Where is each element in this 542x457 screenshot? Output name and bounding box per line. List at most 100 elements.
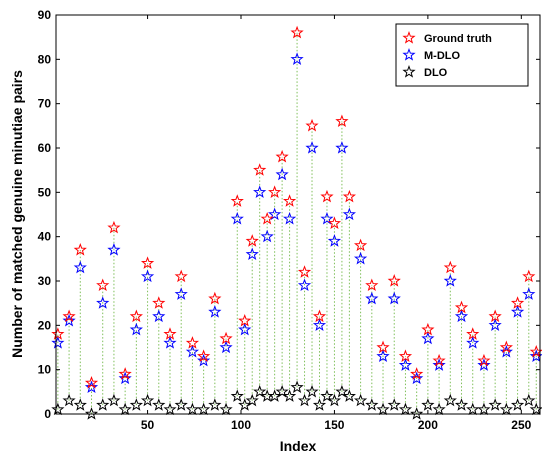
data-point — [477, 353, 491, 367]
y-tick-label: 10 — [38, 363, 52, 377]
x-tick-label: 250 — [511, 418, 531, 432]
y-tick-label: 30 — [38, 274, 52, 288]
series-dlo — [51, 380, 542, 420]
data-point — [454, 300, 469, 314]
data-point — [260, 211, 274, 225]
data-point — [163, 402, 177, 416]
data-point — [62, 393, 76, 407]
data-point — [245, 247, 259, 261]
data-point — [510, 305, 525, 318]
data-point — [282, 211, 297, 225]
data-point — [73, 243, 87, 256]
data-point — [174, 398, 188, 411]
data-point — [107, 220, 121, 234]
data-point — [140, 256, 155, 269]
data-point — [387, 274, 401, 287]
data-point — [297, 393, 312, 407]
data-point — [129, 322, 143, 336]
data-point — [522, 287, 536, 300]
data-point — [327, 393, 342, 407]
data-point — [488, 318, 502, 331]
data-point — [522, 393, 536, 407]
data-point — [260, 229, 274, 243]
y-axis-label: Number of matched genuine minutiae pairs — [9, 70, 25, 358]
data-point — [354, 238, 368, 252]
data-point — [253, 185, 267, 198]
data-point — [219, 331, 233, 345]
data-point — [238, 322, 252, 336]
data-point — [432, 358, 446, 371]
data-point — [219, 340, 233, 354]
data-point — [443, 260, 457, 274]
data-point — [174, 269, 188, 283]
legend-label: Ground truth — [424, 33, 492, 45]
data-point — [275, 167, 289, 181]
data-point — [230, 389, 244, 402]
data-point — [238, 398, 252, 411]
data-point — [327, 216, 342, 229]
x-axis-ticks: 50 100 150 200 250 — [141, 15, 532, 432]
data-point — [208, 398, 222, 411]
data-point — [421, 398, 435, 411]
data-point — [421, 322, 435, 336]
data-point — [282, 389, 297, 402]
data-point — [84, 380, 99, 394]
data-point — [275, 384, 289, 398]
x-tick-label: 150 — [324, 418, 344, 432]
data-point — [51, 402, 65, 416]
data-point — [297, 278, 312, 292]
data-point — [140, 269, 155, 283]
data-point — [499, 340, 513, 354]
data-point — [290, 25, 304, 39]
legend-marker — [402, 31, 416, 44]
data-point — [443, 393, 457, 407]
data-point — [230, 211, 244, 225]
data-point — [282, 194, 297, 207]
data-point — [365, 278, 379, 292]
legend-label: DLO — [424, 67, 448, 79]
data-point — [208, 291, 222, 305]
data-point — [230, 194, 244, 207]
data-point — [466, 336, 480, 349]
data-point — [488, 309, 502, 323]
data-point — [208, 305, 222, 318]
data-point — [140, 393, 155, 407]
data-point — [312, 309, 327, 323]
x-axis-label: Index — [280, 438, 317, 454]
data-point — [107, 243, 121, 256]
series-ground-truth — [51, 25, 542, 389]
data-point — [152, 398, 166, 411]
data-point — [107, 393, 121, 407]
data-point — [421, 331, 435, 345]
data-point — [376, 349, 390, 362]
data-point — [398, 358, 413, 371]
data-point — [163, 327, 177, 340]
y-tick-label: 40 — [38, 230, 52, 244]
data-point — [522, 269, 536, 283]
y-tick-label: 70 — [38, 97, 52, 111]
data-point — [118, 402, 132, 416]
data-point — [335, 141, 349, 154]
y-tick-label: 0 — [44, 407, 51, 421]
data-point — [73, 398, 87, 411]
data-point — [432, 353, 446, 367]
data-point — [354, 393, 368, 407]
data-point — [185, 402, 200, 416]
data-point — [268, 389, 282, 402]
data-point — [454, 398, 469, 411]
legend: Ground truth M-DLO DLO — [395, 23, 529, 87]
data-point — [197, 402, 211, 416]
data-point — [499, 402, 513, 416]
data-point — [118, 371, 132, 385]
data-point — [320, 389, 334, 402]
data-point — [510, 296, 525, 309]
y-tick-label: 60 — [38, 141, 52, 155]
data-point — [305, 118, 319, 132]
data-point — [245, 393, 259, 407]
y-tick-label: 50 — [38, 185, 52, 199]
data-point — [96, 278, 110, 292]
data-point — [163, 336, 177, 349]
data-point — [268, 185, 282, 198]
data-point — [245, 234, 259, 247]
